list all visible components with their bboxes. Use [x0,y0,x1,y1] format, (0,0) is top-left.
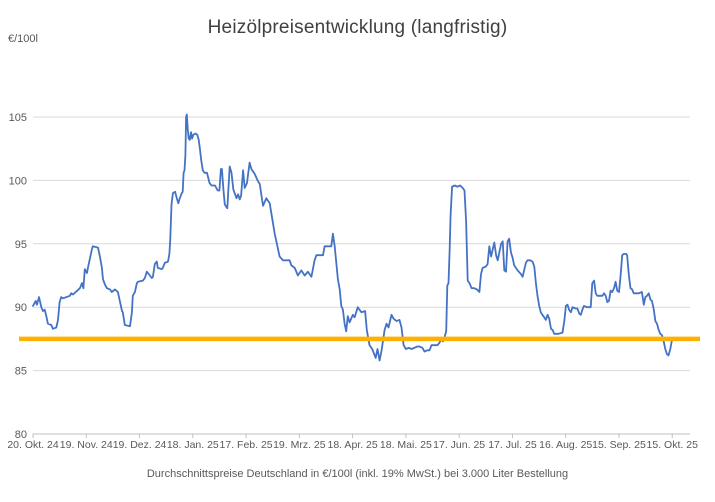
price-line [32,113,674,362]
y-tick-label: 90 [15,302,27,314]
y-tick-label: 80 [15,429,27,441]
chart-title: Heizölpreisentwicklung (langfristig) [207,17,508,38]
x-tick-label: 19. Dez. 24 [113,439,167,451]
x-tick-label: 18. Apr. 25 [328,439,378,451]
y-tick-label: 85 [15,366,27,378]
x-tick-label: 18. Mai. 25 [380,439,432,451]
x-tick-label: 20. Okt. 24 [7,439,59,451]
x-tick-label: 17. Jul. 25 [488,439,537,451]
x-tick-label: 15. Okt. 25 [647,439,699,451]
x-tick-label: 16. Aug. 25 [539,439,592,451]
x-tick-label: 19. Mrz. 25 [273,439,326,451]
x-tick-label: 17. Jun. 25 [433,439,485,451]
y-axis-unit-label: €/100l [8,33,38,45]
x-tick-label: 18. Jan. 25 [167,439,219,451]
x-tick-label: 17. Feb. 25 [220,439,273,451]
chart-footnote: Durchschnittspreise Deutschland in €/100… [146,468,569,480]
y-tick-label: 95 [15,239,27,251]
y-tick-label: 100 [9,175,27,187]
y-tick-label: 105 [9,112,27,124]
x-tick-label: 19. Nov. 24 [60,439,113,451]
x-tick-label: 15. Sep. 25 [592,439,646,451]
